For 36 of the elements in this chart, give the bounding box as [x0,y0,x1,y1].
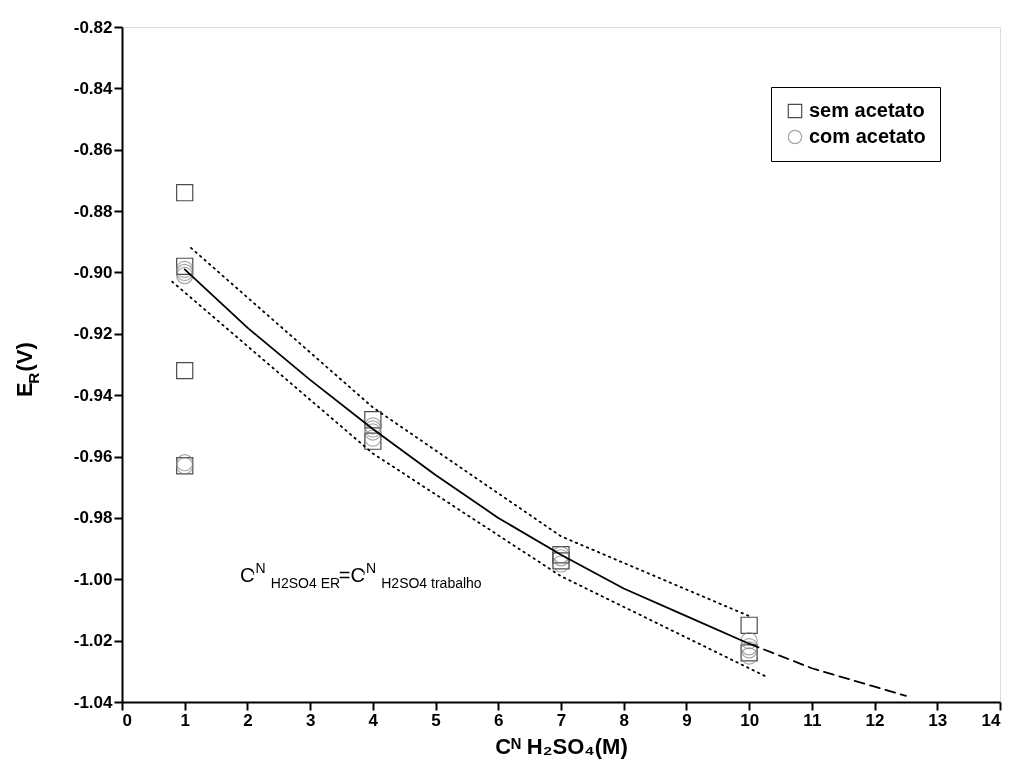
x-tick-label: 9 [682,710,692,730]
x-tick-label: 4 [368,710,379,730]
x-tick-label: 12 [865,710,885,730]
y-axis-title: ER(V) [12,342,42,398]
x-tick-label: 8 [619,710,629,730]
y-tick-label: -0.94 [73,385,114,405]
y-tick-label: -1.02 [73,631,113,651]
point [740,631,758,650]
x-tick-label: 14 [981,710,1002,730]
x-tick-label: 13 [928,710,948,730]
x-tick-label: 0 [122,710,132,730]
y-tick-label: -0.96 [73,447,113,467]
y-tick-label: -0.90 [73,262,113,282]
x-tick-label: 7 [556,710,567,730]
x-tick-label: 1 [180,710,190,730]
x-tick-label: 3 [305,710,316,730]
y-tick-label: -1.04 [73,692,114,712]
y-tick-label: -0.92 [73,324,113,344]
x-tick-label: 10 [740,710,760,730]
legend-label: sem acetato [809,99,925,121]
legend-label: com acetato [809,125,926,147]
y-tick-label: -0.98 [73,508,113,528]
y-tick-label: -0.82 [73,17,113,37]
x-tick-label: 5 [431,710,441,730]
point [740,616,758,634]
y-tick-label: -0.88 [73,201,113,221]
y-tick-label: -0.84 [73,78,114,98]
x-tick-label: 11 [803,710,822,730]
x-tick-label: 2 [243,710,253,730]
y-tick-label: -0.86 [73,140,113,160]
x-tick-label: 6 [494,710,504,730]
y-tick-label: -1.00 [73,569,113,589]
point [176,361,194,380]
point [176,184,194,202]
point [364,411,382,429]
x-axis-title: Cᴺ H₂SO₄(M) [495,733,628,759]
